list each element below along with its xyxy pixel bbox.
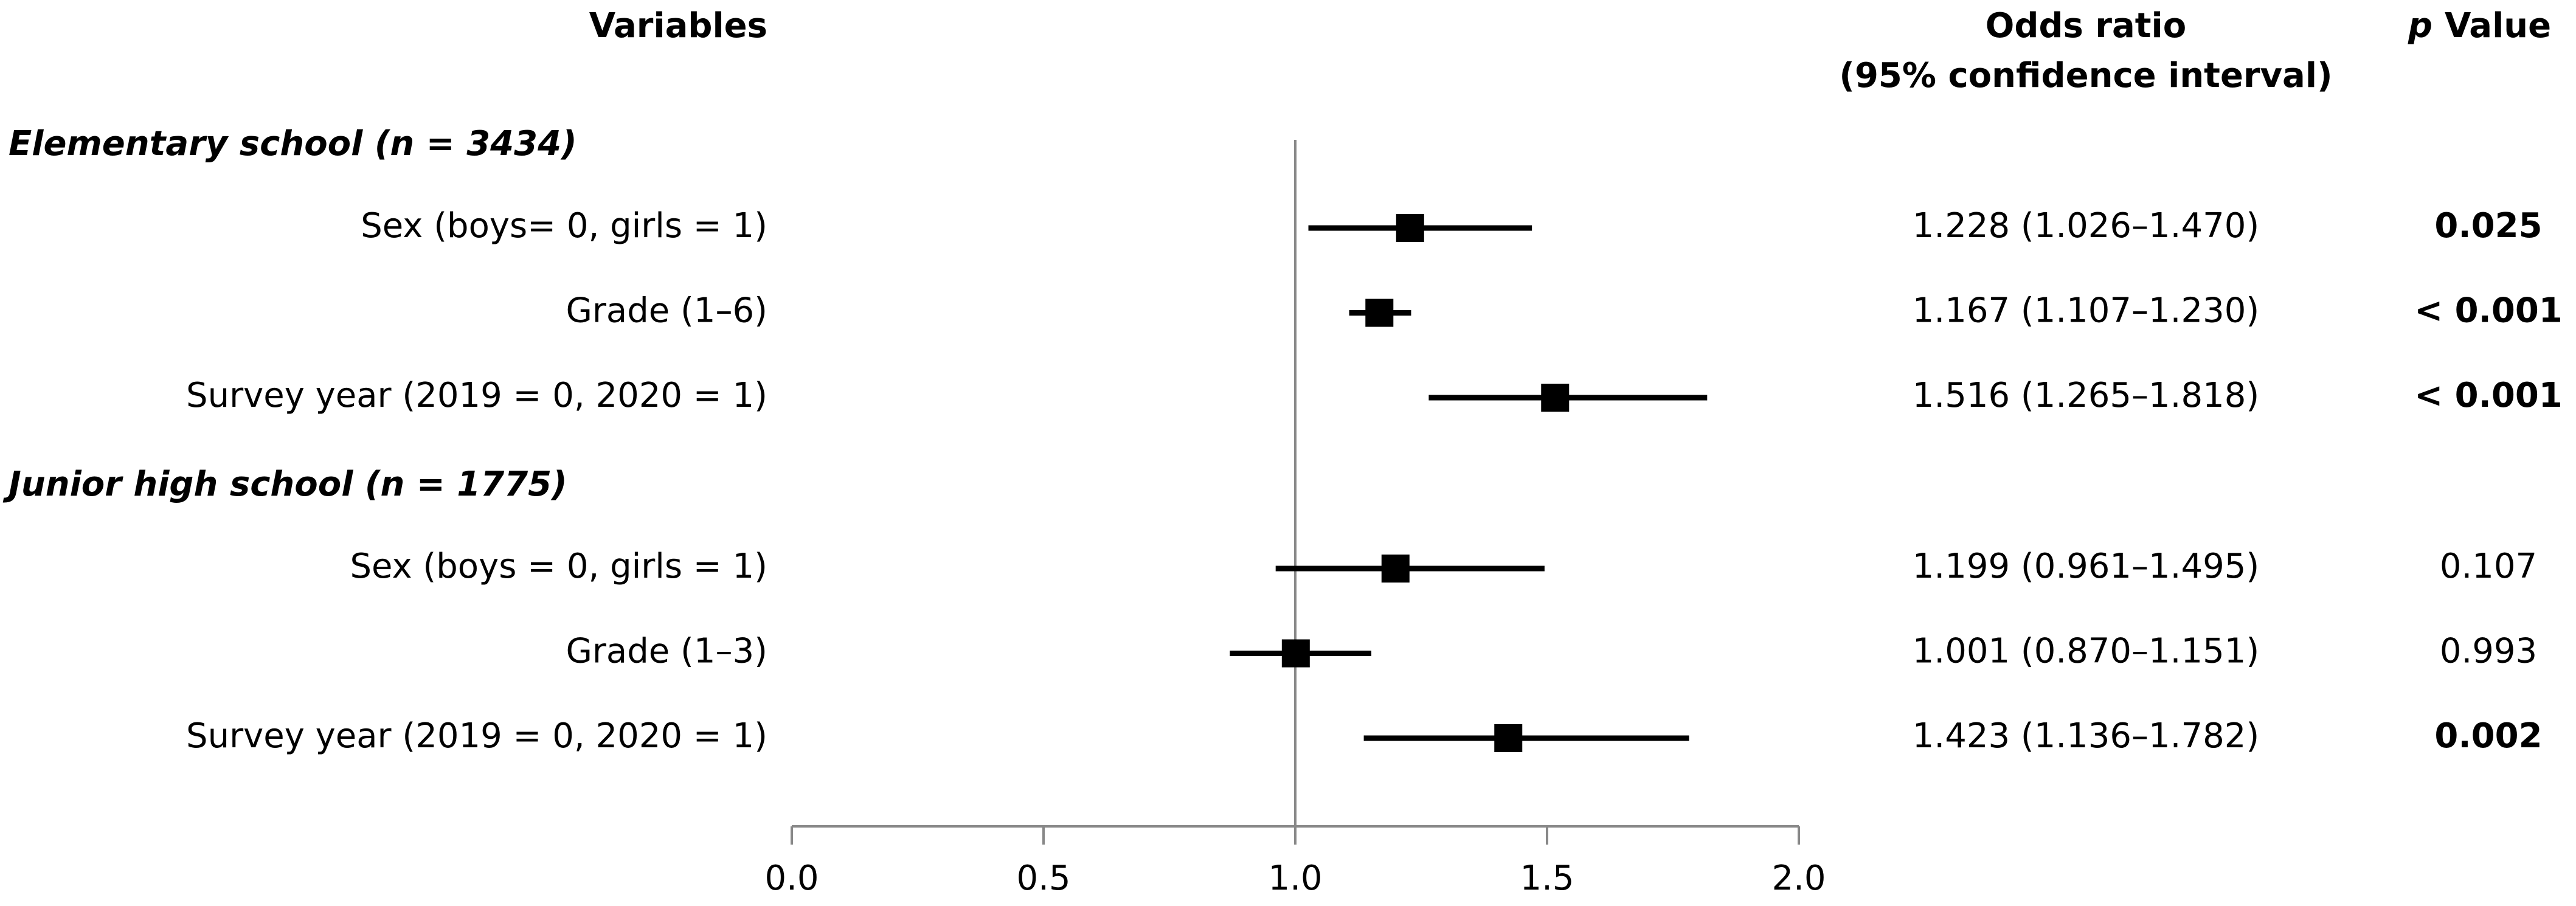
p-label: < 0.001 — [2414, 376, 2563, 415]
header-p-word: Value — [2445, 6, 2551, 46]
point-estimate — [1365, 299, 1394, 327]
row-label: Grade (1–3) — [566, 632, 768, 671]
point-estimate — [1494, 724, 1523, 752]
point-estimate — [1381, 555, 1410, 583]
group-title: Elementary school (n = 3434) — [9, 124, 577, 164]
ci-label: 1.423 (1.136–1.782) — [1913, 716, 2259, 756]
header-variables: Variables — [589, 6, 767, 46]
header-estimate: Odds ratio — [1986, 6, 2186, 46]
ci-label: 1.516 (1.265–1.818) — [1913, 376, 2259, 415]
p-label: 0.002 — [2434, 716, 2542, 756]
group-title: Junior high school (n = 1775) — [2, 465, 567, 504]
ci-label: 1.228 (1.026–1.470) — [1913, 206, 2259, 246]
point-estimate — [1541, 384, 1570, 412]
ci-label: 1.167 (1.107–1.230) — [1913, 291, 2259, 331]
header-p-symbol: p — [2408, 6, 2432, 46]
row-label: Survey year (2019 = 0, 2020 = 1) — [186, 376, 767, 415]
x-tick-label: 0.0 — [764, 859, 819, 898]
row-label: Survey year (2019 = 0, 2020 = 1) — [186, 716, 767, 756]
row-label: Grade (1–6) — [566, 291, 768, 331]
point-estimate — [1281, 639, 1310, 668]
p-label: 0.025 — [2434, 206, 2542, 246]
x-tick-label: 0.5 — [1016, 859, 1070, 898]
point-estimate — [1396, 214, 1424, 242]
p-label: 0.107 — [2440, 547, 2537, 586]
x-tick-label: 1.5 — [1520, 859, 1574, 898]
x-tick-label: 2.0 — [1771, 859, 1826, 898]
ci-label: 1.001 (0.870–1.151) — [1913, 632, 2259, 671]
ci-label: 1.199 (0.961–1.495) — [1913, 547, 2259, 586]
p-label: < 0.001 — [2414, 291, 2563, 331]
row-label: Sex (boys= 0, girls = 1) — [361, 206, 767, 246]
x-tick-label: 1.0 — [1268, 859, 1322, 898]
header-estimate-sub: (95% confidence interval) — [1839, 56, 2332, 95]
row-label: Sex (boys = 0, girls = 1) — [350, 547, 767, 586]
p-label: 0.993 — [2440, 632, 2537, 671]
